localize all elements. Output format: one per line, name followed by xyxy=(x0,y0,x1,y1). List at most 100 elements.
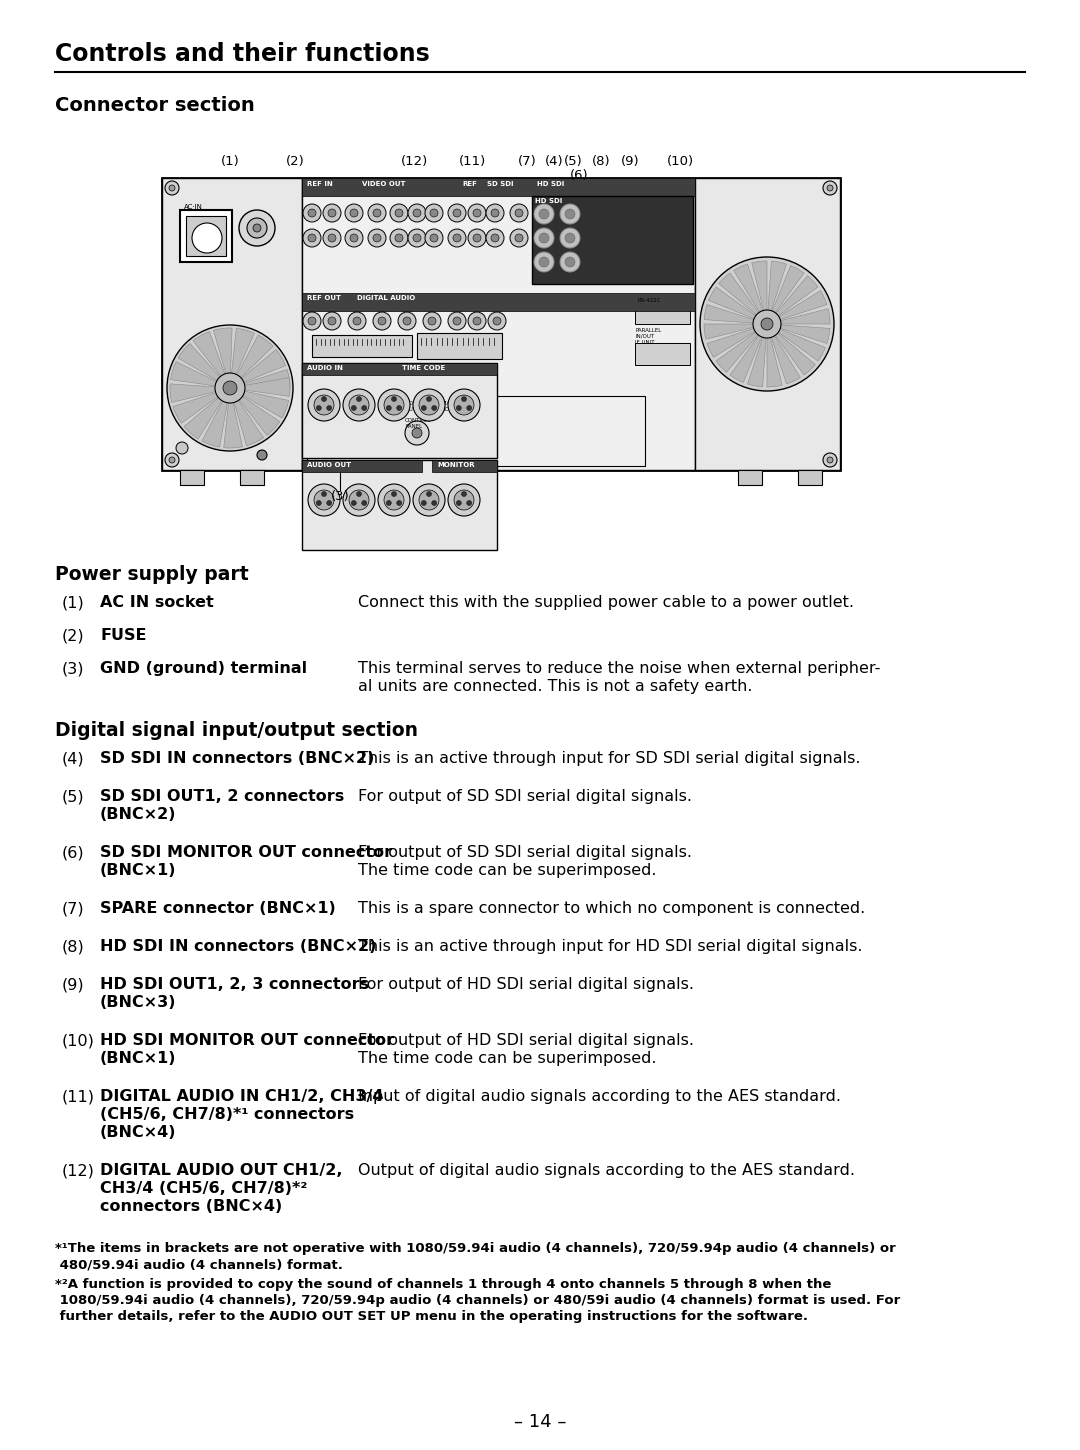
Text: REF: REF xyxy=(462,181,477,187)
Text: HD SDI: HD SDI xyxy=(535,199,563,204)
Circle shape xyxy=(515,233,523,242)
Circle shape xyxy=(421,500,427,506)
Text: – 14 –: – 14 – xyxy=(514,1412,566,1431)
Wedge shape xyxy=(707,323,767,357)
Circle shape xyxy=(454,490,474,510)
Text: Controls and their functions: Controls and their functions xyxy=(55,42,430,67)
Text: GND (ground) terminal: GND (ground) terminal xyxy=(100,661,307,676)
Circle shape xyxy=(491,209,499,218)
Text: For output of HD SDI serial digital signals.: For output of HD SDI serial digital sign… xyxy=(357,977,694,992)
Circle shape xyxy=(373,233,381,242)
Text: (12): (12) xyxy=(62,1163,95,1177)
Circle shape xyxy=(387,406,391,410)
Circle shape xyxy=(457,500,461,506)
Text: AC IN socket: AC IN socket xyxy=(100,594,214,610)
Text: (5): (5) xyxy=(564,155,582,168)
Circle shape xyxy=(396,500,402,506)
Circle shape xyxy=(558,204,576,222)
Text: DIGITAL AUDIO OUT CH1/2,: DIGITAL AUDIO OUT CH1/2, xyxy=(100,1163,342,1177)
Bar xyxy=(417,334,502,360)
Circle shape xyxy=(413,209,421,218)
Circle shape xyxy=(561,252,580,273)
Circle shape xyxy=(378,484,410,516)
Circle shape xyxy=(510,204,528,222)
Wedge shape xyxy=(704,323,767,339)
Circle shape xyxy=(308,318,316,325)
Circle shape xyxy=(413,484,445,516)
Wedge shape xyxy=(214,328,232,389)
Circle shape xyxy=(453,209,461,218)
Text: REMOTE
IN: REMOTE IN xyxy=(312,402,335,412)
Wedge shape xyxy=(718,273,767,323)
Bar xyxy=(738,470,762,484)
Circle shape xyxy=(583,209,591,218)
Circle shape xyxy=(328,233,336,242)
Circle shape xyxy=(362,500,367,506)
Text: The time code can be superimposed.: The time code can be superimposed. xyxy=(357,863,657,879)
Text: (BNC×3): (BNC×3) xyxy=(100,995,176,1011)
Text: (BNC×4): (BNC×4) xyxy=(100,1125,176,1140)
Text: HD SDI IN connectors (BNC×2): HD SDI IN connectors (BNC×2) xyxy=(100,940,376,954)
Circle shape xyxy=(534,229,551,246)
Bar xyxy=(302,460,497,550)
Circle shape xyxy=(426,229,443,246)
Wedge shape xyxy=(730,323,767,383)
Circle shape xyxy=(308,233,316,242)
Bar xyxy=(302,178,696,196)
Wedge shape xyxy=(230,370,291,389)
Bar xyxy=(180,210,232,262)
Text: connectors (BNC×4): connectors (BNC×4) xyxy=(100,1199,282,1214)
Circle shape xyxy=(308,484,340,516)
Bar xyxy=(302,293,696,310)
Bar xyxy=(307,396,645,465)
Bar xyxy=(696,178,840,470)
Circle shape xyxy=(486,204,504,222)
Text: (8): (8) xyxy=(592,155,610,168)
Circle shape xyxy=(323,312,341,331)
Circle shape xyxy=(390,204,408,222)
Circle shape xyxy=(387,500,391,506)
Text: further details, refer to the AUDIO OUT SET UP menu in the operating instruction: further details, refer to the AUDIO OUT … xyxy=(55,1309,808,1322)
Circle shape xyxy=(539,257,549,267)
Circle shape xyxy=(473,318,481,325)
Text: Output of digital audio signals according to the AES standard.: Output of digital audio signals accordin… xyxy=(357,1163,855,1177)
Circle shape xyxy=(390,229,408,246)
Circle shape xyxy=(350,209,357,218)
Circle shape xyxy=(453,233,461,242)
Text: Digital signal input/output section: Digital signal input/output section xyxy=(55,721,418,740)
Circle shape xyxy=(448,389,480,420)
Wedge shape xyxy=(767,261,786,323)
Circle shape xyxy=(534,204,554,223)
Bar xyxy=(302,362,497,458)
Circle shape xyxy=(395,233,403,242)
Circle shape xyxy=(345,229,363,246)
Wedge shape xyxy=(230,349,285,389)
Text: (2): (2) xyxy=(62,628,84,642)
Bar xyxy=(395,415,423,428)
Bar xyxy=(635,306,690,323)
Bar xyxy=(635,344,690,365)
Text: HD SDI MONITOR OUT connector: HD SDI MONITOR OUT connector xyxy=(100,1032,394,1048)
Circle shape xyxy=(539,233,549,244)
Circle shape xyxy=(373,312,391,331)
Text: REMOTE
IN/OUT: REMOTE IN/OUT xyxy=(397,402,420,412)
Text: This terminal serves to reduce the noise when external peripher-: This terminal serves to reduce the noise… xyxy=(357,661,880,676)
Text: *¹The items in brackets are not operative with 1080/59.94i audio (4 channels), 7: *¹The items in brackets are not operativ… xyxy=(55,1243,895,1256)
Circle shape xyxy=(432,406,436,410)
Circle shape xyxy=(430,233,438,242)
Wedge shape xyxy=(767,323,815,376)
Text: CH3/4 (CH5/6, CH7/8)*²: CH3/4 (CH5/6, CH7/8)*² xyxy=(100,1180,308,1196)
Circle shape xyxy=(473,233,481,242)
Wedge shape xyxy=(171,361,230,389)
Bar xyxy=(312,415,340,428)
Circle shape xyxy=(257,450,267,460)
Circle shape xyxy=(427,396,432,402)
Wedge shape xyxy=(767,276,818,323)
Circle shape xyxy=(419,394,438,415)
Circle shape xyxy=(322,492,326,496)
Circle shape xyxy=(448,484,480,516)
Circle shape xyxy=(253,223,261,232)
Text: AUDIO IN: AUDIO IN xyxy=(307,365,342,371)
Circle shape xyxy=(165,181,179,194)
Bar xyxy=(180,470,204,484)
